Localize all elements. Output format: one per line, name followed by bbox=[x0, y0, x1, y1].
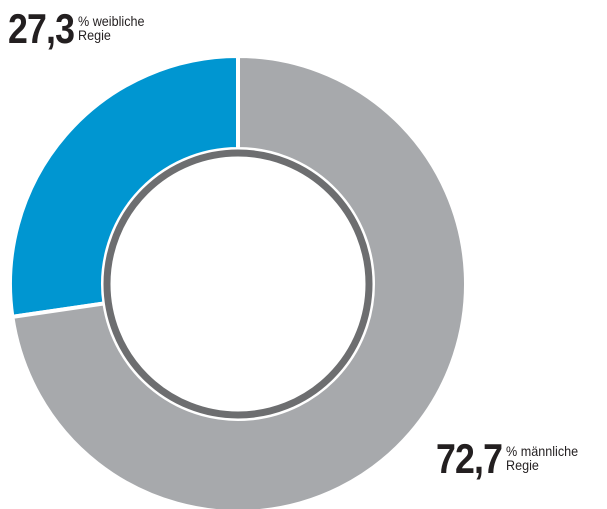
category-label: % männliche Regie bbox=[505, 443, 578, 473]
value-label: 27,3 bbox=[8, 5, 75, 52]
category-label: % weibliche Regie bbox=[77, 13, 145, 43]
label-maennlich: 72,7 % männliche Regie bbox=[436, 438, 594, 480]
value-label: 72,7 bbox=[436, 435, 503, 482]
donut-segment bbox=[10, 53, 468, 509]
inner-ring bbox=[103, 149, 373, 419]
donut-segment bbox=[8, 53, 240, 320]
label-weiblich: 27,3 % weibliche Regie bbox=[8, 8, 166, 50]
